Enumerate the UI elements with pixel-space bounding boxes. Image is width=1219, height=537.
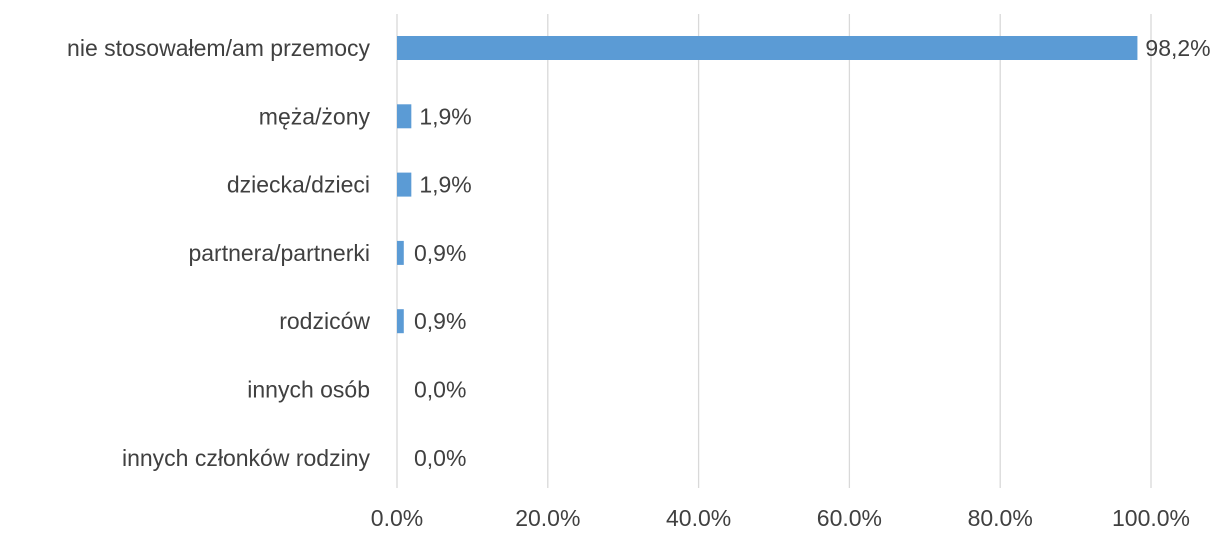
bar — [397, 172, 412, 197]
x-tick-label: 60.0% — [817, 505, 882, 531]
data-label: 98,2% — [1145, 35, 1210, 61]
gridlines — [396, 14, 1152, 488]
category-labels: nie stosowałem/am przemocy męża/żony dziec… — [67, 35, 370, 471]
data-label: 0,9% — [414, 308, 466, 334]
x-tick-label: 80.0% — [968, 505, 1033, 531]
data-label: 0,0% — [414, 445, 466, 471]
category-label: dziecka/dzieci — [227, 172, 370, 198]
data-labels: 98,2% 1,9% 1,9% 0,9% 0,9% 0,0% 0,0% — [414, 35, 1211, 471]
x-tick-label: 40.0% — [666, 505, 731, 531]
category-label: innych członków rodziny — [122, 445, 371, 471]
bar — [397, 240, 404, 265]
data-label: 0,0% — [414, 377, 466, 403]
x-tick-label: 0.0% — [371, 505, 423, 531]
bars — [397, 36, 1138, 334]
bar — [397, 309, 404, 334]
bar — [397, 36, 1138, 60]
data-label: 0,9% — [414, 240, 466, 266]
data-label: 1,9% — [419, 172, 471, 198]
x-tick-label: 20.0% — [515, 505, 580, 531]
x-tick-label: 100.0% — [1112, 505, 1190, 531]
category-label: nie stosowałem/am przemocy — [67, 35, 370, 61]
data-label: 1,9% — [419, 103, 471, 129]
category-label: innych osób — [247, 377, 370, 403]
x-axis-tick-labels: 0.0% 20.0% 40.0% 60.0% 80.0% 100.0% — [371, 505, 1190, 531]
category-label: rodziców — [279, 308, 370, 334]
category-label: partnera/partnerki — [188, 240, 370, 266]
category-label: męża/żony — [259, 103, 371, 129]
bar — [397, 104, 412, 129]
